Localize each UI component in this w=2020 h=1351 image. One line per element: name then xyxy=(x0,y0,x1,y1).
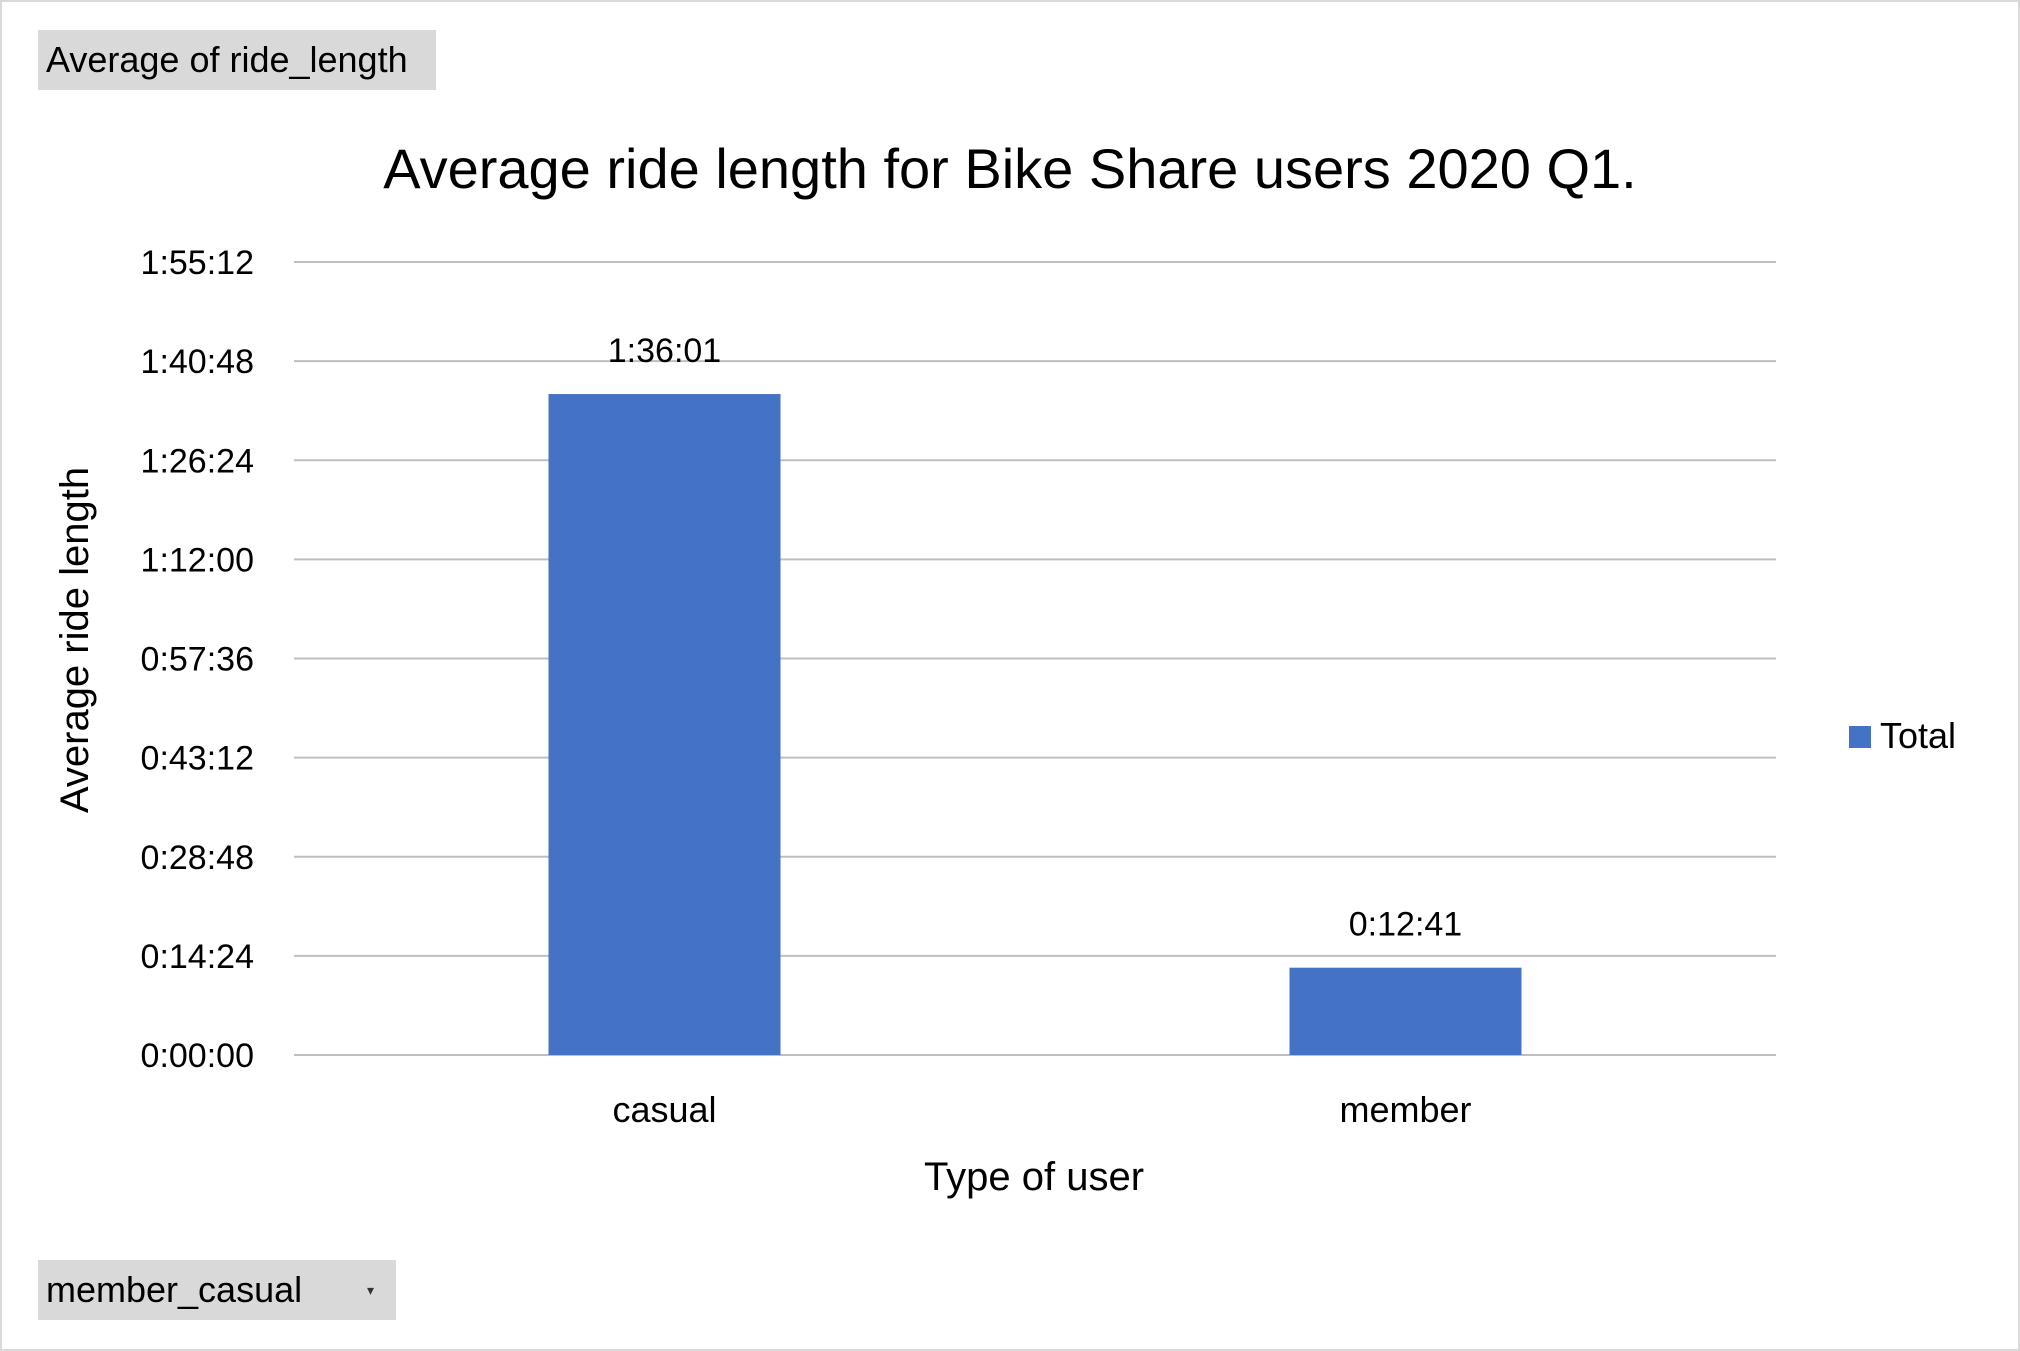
y-tick-label: 1:55:12 xyxy=(141,244,254,282)
y-tick-label: 1:26:24 xyxy=(141,442,254,480)
y-tick-label: 0:14:24 xyxy=(141,938,254,976)
gridlines xyxy=(294,261,1776,1056)
data-label-member: 0:12:41 xyxy=(1349,906,1462,944)
y-tick-label: 1:12:00 xyxy=(141,541,254,579)
value-field-button[interactable]: Average of ride_length xyxy=(38,30,436,90)
chart-title: Average ride length for Bike Share users… xyxy=(383,137,1637,200)
value-field-label: Average of ride_length xyxy=(46,39,408,80)
bar-member xyxy=(1289,967,1522,1055)
bar-casual xyxy=(548,394,781,1055)
legend-swatch-total xyxy=(1849,726,1871,748)
y-axis-title: Average ride length xyxy=(53,467,97,813)
axis-field-label: member_casual xyxy=(46,1269,303,1310)
category-label-casual: casual xyxy=(612,1089,716,1130)
y-tick-label: 1:40:48 xyxy=(141,343,254,381)
x-axis-title: Type of user xyxy=(924,1155,1144,1199)
legend-label-total: Total xyxy=(1880,715,1956,756)
x-axis-categories: casual member xyxy=(612,1089,1471,1130)
bars xyxy=(548,394,1522,1055)
data-labels: 1:36:01 0:12:41 xyxy=(608,332,1462,944)
legend: Total xyxy=(1849,715,1956,756)
y-tick-label: 0:57:36 xyxy=(141,641,254,679)
axis-field-button[interactable]: member_casual ▾ xyxy=(38,1260,396,1320)
data-label-casual: 1:36:01 xyxy=(608,332,721,370)
category-label-member: member xyxy=(1339,1089,1471,1130)
y-tick-label: 0:43:12 xyxy=(141,740,254,778)
y-axis-ticks: 0:00:00 0:14:24 0:28:48 0:43:12 0:57:36 1:12:… xyxy=(141,244,254,1075)
y-tick-label: 0:00:00 xyxy=(141,1037,254,1075)
dropdown-arrow-icon[interactable]: ▾ xyxy=(366,1282,374,1298)
y-tick-label: 0:28:48 xyxy=(141,839,254,877)
